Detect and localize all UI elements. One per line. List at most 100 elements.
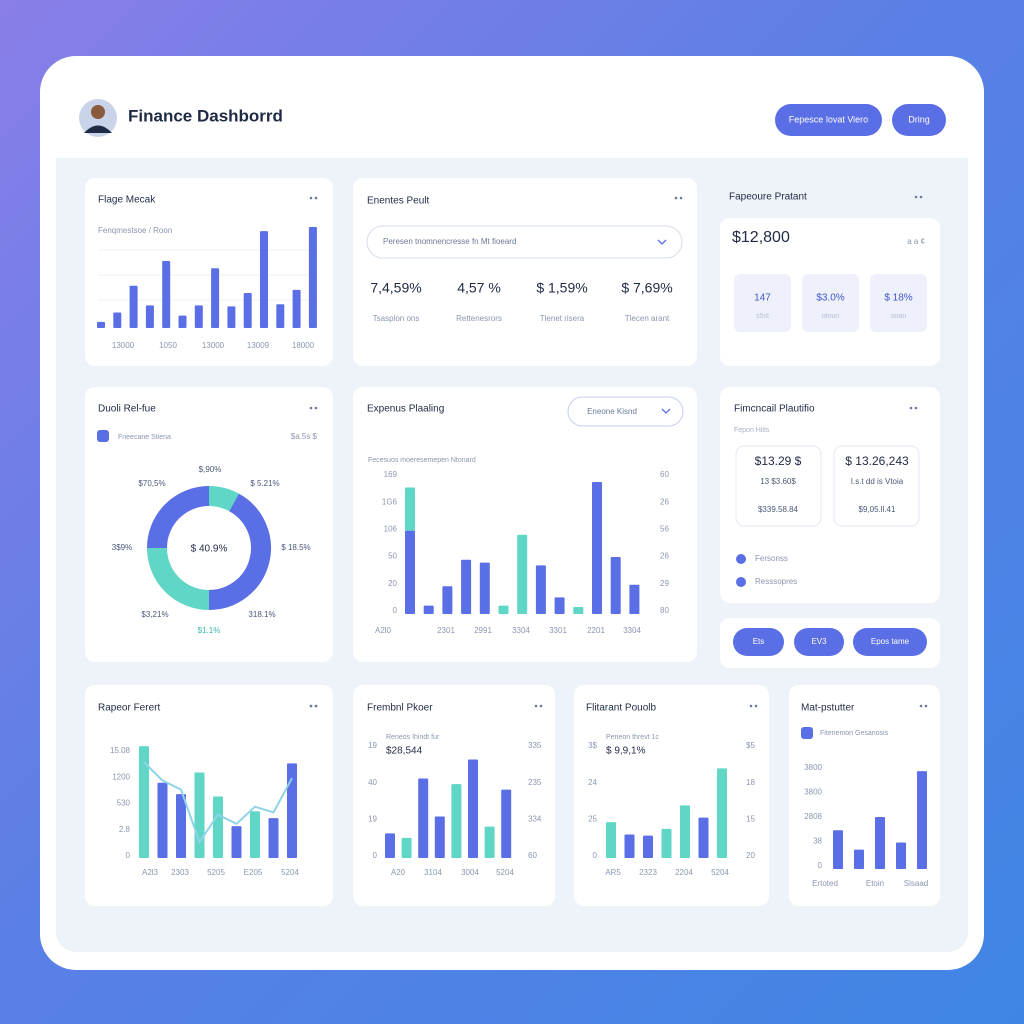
summary-tile xyxy=(735,445,822,527)
bar xyxy=(573,607,584,614)
bar xyxy=(442,586,453,614)
bar xyxy=(162,261,171,328)
x-tick-label: 5205 xyxy=(207,868,225,877)
tile-line: 13 $3.60$ xyxy=(760,477,796,486)
menu-dot[interactable] xyxy=(919,195,923,199)
bar xyxy=(875,816,885,869)
bar xyxy=(629,584,640,614)
dropdown[interactable] xyxy=(567,396,684,427)
amount: $12,800 xyxy=(732,229,790,246)
y-tick-label: 2808 xyxy=(804,812,822,821)
x-tick-label: E205 xyxy=(244,868,263,877)
menu-dot[interactable] xyxy=(919,704,923,708)
bar xyxy=(610,557,621,614)
x-tick-label: 3004 xyxy=(461,868,479,877)
menu-dot[interactable] xyxy=(924,704,928,708)
bar xyxy=(260,231,268,328)
header-button[interactable] xyxy=(892,104,946,136)
tile-line: $339.58.84 xyxy=(758,505,799,514)
dropdown-label[interactable]: Eneone Kisnd xyxy=(587,407,637,416)
dropdown[interactable] xyxy=(366,225,683,259)
bar xyxy=(405,530,415,614)
legend-label: Fersonss xyxy=(755,554,788,563)
menu-dot[interactable] xyxy=(914,195,918,199)
legend-swatch xyxy=(801,727,813,739)
donut-label: 3$9% xyxy=(112,543,132,552)
menu-dot[interactable] xyxy=(679,196,683,200)
donut-segment xyxy=(208,493,271,610)
stat-value: 4,57 % xyxy=(457,280,501,296)
action-button[interactable] xyxy=(853,628,927,656)
menu-dot[interactable] xyxy=(309,406,313,410)
donut-label: $70,5% xyxy=(138,479,165,488)
bar xyxy=(194,305,203,328)
card-title: Fapeoure Pratant xyxy=(729,192,807,203)
y-tick-label: 19 xyxy=(368,741,377,750)
chevron xyxy=(657,239,667,245)
action-button[interactable] xyxy=(733,628,784,656)
menu-dot[interactable] xyxy=(314,406,318,410)
bar xyxy=(554,597,565,614)
action-button-label[interactable]: Ets xyxy=(753,637,765,646)
menu-dot[interactable] xyxy=(309,196,313,200)
bar xyxy=(211,268,220,328)
menu-dot[interactable] xyxy=(309,704,313,708)
x-tick-label: AR5 xyxy=(605,868,621,877)
x-tick-label: 5204 xyxy=(496,868,514,877)
menu-dot[interactable] xyxy=(314,704,318,708)
header-button-label[interactable]: Fepesce lovat Viero xyxy=(789,114,868,124)
card-title: Duoli Rel-fue xyxy=(98,404,156,415)
x-tick-label: 5204 xyxy=(281,868,299,877)
action-button-label[interactable]: Epos tame xyxy=(871,637,910,646)
menu-dot[interactable] xyxy=(754,704,758,708)
chevron xyxy=(661,408,671,414)
y-tick-label: 0 xyxy=(818,861,823,870)
donut-segment xyxy=(147,547,210,610)
x-tick-label: 2204 xyxy=(675,868,693,877)
card-subtitle: Reneos Ihindt fur xyxy=(386,734,440,741)
tile-value: $ 18% xyxy=(884,293,912,304)
legend-label: Resssopres xyxy=(755,577,797,586)
card-title: Frembnl Pkoer xyxy=(367,703,433,714)
menu-dot[interactable] xyxy=(914,406,918,410)
card-title: Flitarant Pouolb xyxy=(586,703,656,714)
donut-label: $,90% xyxy=(199,465,222,474)
bar xyxy=(484,826,495,858)
menu-dot[interactable] xyxy=(539,704,543,708)
action-button[interactable] xyxy=(794,628,844,656)
header-button-label[interactable]: Dring xyxy=(908,114,930,124)
y-tick-label: 0 xyxy=(593,851,598,860)
y-tick-label: 38 xyxy=(813,837,822,846)
menu-dot[interactable] xyxy=(314,196,318,200)
dropdown-label[interactable]: Peresen tnomnencresse fn Mt fioeard xyxy=(383,237,516,246)
card-subtitle: Fenqmestsoe / Roon xyxy=(98,226,172,235)
stat-label: Rettenesrors xyxy=(456,314,502,323)
menu-dot[interactable] xyxy=(749,704,753,708)
bar xyxy=(268,818,279,858)
donut-label: $3,21% xyxy=(141,610,168,619)
x-tick-label: 3304 xyxy=(623,626,641,635)
menu-dot[interactable] xyxy=(674,196,678,200)
bar xyxy=(157,782,168,858)
action-button-label[interactable]: EV3 xyxy=(811,637,827,646)
donut-segment xyxy=(208,486,239,512)
x-tick-label: 3301 xyxy=(549,626,567,635)
menu-dot[interactable] xyxy=(534,704,538,708)
bar xyxy=(698,817,709,858)
card-title: Mat-pstutter xyxy=(801,703,855,714)
note: $a.5s $ xyxy=(291,432,318,441)
legend-dot xyxy=(736,577,746,587)
x-tick-label: 3104 xyxy=(424,868,442,877)
y-tick-label: 235 xyxy=(528,778,542,787)
bar xyxy=(145,305,154,328)
bar xyxy=(680,805,690,858)
y-tick-label: $5 xyxy=(746,741,755,750)
stat-tile xyxy=(870,274,927,332)
menu-dot[interactable] xyxy=(909,406,913,410)
y-tick-label: 106 xyxy=(384,525,398,534)
x-tick-label: 2303 xyxy=(171,868,189,877)
header-button[interactable] xyxy=(775,104,882,136)
y-tick-label: 60 xyxy=(660,470,669,479)
x-tick-label: 2201 xyxy=(587,626,605,635)
